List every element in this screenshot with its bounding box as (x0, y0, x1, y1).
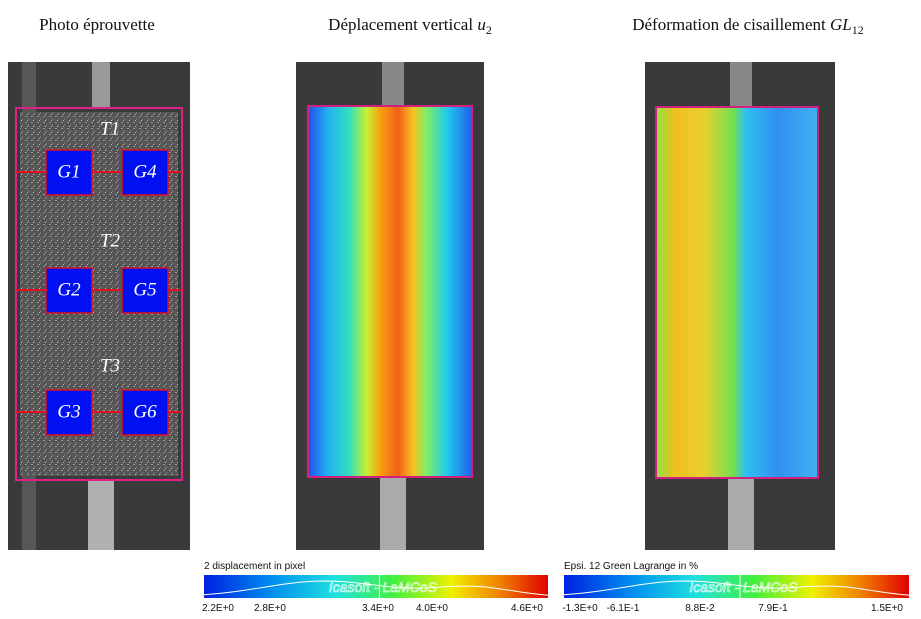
gauge-box (45, 267, 93, 314)
colorbar-tick-label: 4.0E+0 (416, 603, 448, 614)
histogram (563, 580, 910, 596)
colorbar-tick-label: 8.8E-2 (685, 603, 715, 614)
colorbar-tick-label: 3.4E+0 (362, 603, 394, 614)
gauge-label: G6 (133, 401, 157, 422)
colorbar-tick-label: 2.2E+0 (202, 603, 234, 614)
gauge-label: G1 (57, 161, 80, 182)
panel-title: Déformation de cisaillement GL12 (632, 15, 864, 37)
zone-label: T1 (100, 118, 120, 139)
colorbar-tick-label: -1.3E+0 (562, 603, 598, 614)
colorbar (204, 575, 548, 598)
colorbar-tick-label: 2.8E+0 (254, 603, 286, 614)
gauge-box (45, 389, 93, 436)
panel-title: Déplacement vertical u2 (328, 15, 492, 37)
colorbar-tick-label: -6.1E-1 (607, 603, 640, 614)
zone-label: T2 (100, 230, 121, 251)
gauge-label: G3 (57, 401, 80, 422)
watermark: Icasoft - LaMCoS (329, 579, 438, 595)
panel-title: Photo éprouvette (39, 15, 155, 34)
displacement-panel: Déplacement vertical u2 (296, 15, 492, 550)
colorbar-title: 2 displacement in pixel (204, 561, 305, 572)
gauge-box (121, 389, 169, 436)
gauge-box (45, 149, 93, 196)
gauge-label: G4 (133, 161, 157, 182)
colorbar-title: Epsi. 12 Green Lagrange in % (564, 561, 698, 572)
colorbar-tick-label: 7.9E-1 (758, 603, 788, 614)
gauge-label: G2 (57, 279, 81, 300)
gauge-label: G5 (133, 279, 156, 300)
colorbar (564, 575, 909, 598)
gauge-box (121, 149, 169, 196)
watermark: Icasoft - LaMCoS (689, 579, 798, 595)
gauge-box (121, 267, 169, 314)
colorbar-tick-label: 1.5E+0 (871, 603, 903, 614)
zone-label: T3 (100, 355, 120, 376)
histogram (203, 580, 549, 596)
colorbar-tick-label: 4.6E+0 (511, 603, 543, 614)
shear-panel: Déformation de cisaillement GL12 (632, 15, 864, 550)
